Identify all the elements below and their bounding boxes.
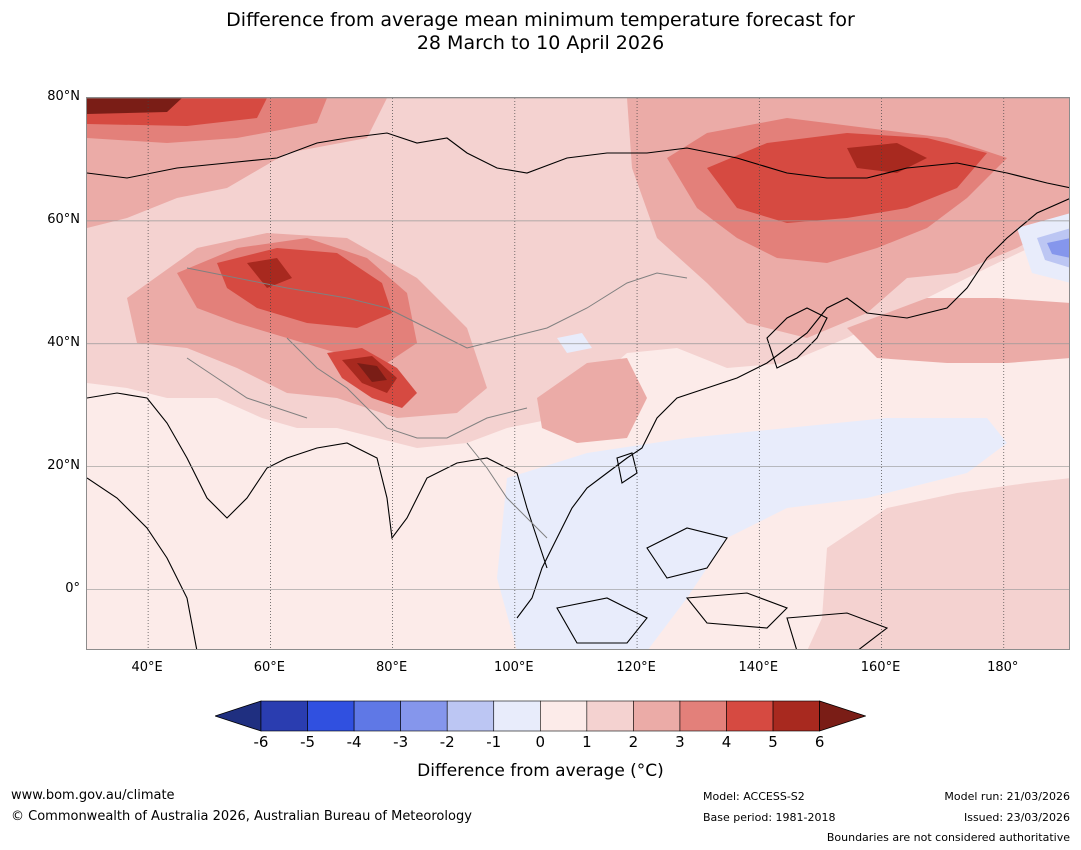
- colorbar-swatch: [586, 700, 634, 732]
- title-line-1: Difference from average mean minimum tem…: [226, 9, 855, 31]
- anomaly-region-2-3-china: [537, 358, 647, 443]
- colorbar-tick-label: 6: [814, 733, 825, 751]
- anomaly-region-2-3-pacific: [847, 298, 1069, 363]
- anomaly-region-minus3-minus2-far-east: [1047, 238, 1069, 258]
- colorbar-tick-label: 4: [721, 733, 732, 751]
- anomaly-region-5-6-east: [847, 143, 927, 173]
- graticule: [87, 98, 1069, 649]
- model-name: Model: ACCESS-S2: [703, 790, 805, 803]
- colorbar-tick-label: -4: [346, 733, 362, 751]
- colorbar-swatch: [493, 700, 541, 732]
- colorbar-tick-label: -1: [486, 733, 502, 751]
- anomaly-region-above-6-nw: [87, 98, 182, 114]
- colorbar-tick-label: 1: [582, 733, 592, 751]
- lon-tick-label: 140°E: [738, 660, 779, 675]
- lon-tick-label: 60°E: [253, 660, 285, 675]
- colorbar-tick-label: 3: [675, 733, 685, 751]
- colorbar-tick-label: -3: [393, 733, 409, 751]
- model-run: Model run: 21/03/2026: [944, 790, 1070, 803]
- lat-tick-label: 80°N: [47, 89, 80, 104]
- anomaly-region-5-6-central: [247, 258, 292, 288]
- colorbar-swatch: [772, 700, 820, 732]
- lat-tick-label: 20°N: [47, 457, 80, 473]
- colorbar-swatch: [633, 700, 681, 732]
- colorbar-tick-label: -6: [253, 733, 269, 751]
- colorbar-swatch: [260, 700, 308, 732]
- anomaly-region-1-2-pacific: [807, 478, 1069, 649]
- country-borders: [186, 267, 688, 539]
- colorbar-swatch: [400, 700, 448, 732]
- colorbar-low-extension: [215, 700, 262, 732]
- lon-tick-label: 160°E: [860, 660, 901, 675]
- coastlines: [87, 132, 1069, 649]
- colorbar-swatch: [446, 700, 495, 732]
- boundaries-disclaimer: Boundaries are not considered authoritat…: [826, 831, 1070, 844]
- map-canvas: [87, 98, 1069, 649]
- lat-tick-label: 0°: [65, 580, 80, 596]
- colorbar-tick-label: -2: [439, 733, 455, 751]
- base-period: Base period: 1981-2018: [703, 811, 836, 824]
- colorbar-label: Difference from average (°C): [417, 761, 664, 781]
- bom-url[interactable]: www.bom.gov.au/climate: [11, 788, 175, 803]
- lat-tick-label: 40°N: [47, 334, 80, 350]
- anomaly-region-minus1-0-china: [557, 333, 592, 353]
- anomaly-region-above-6-tibet: [357, 363, 387, 382]
- colorbar-tick-label: 2: [628, 733, 639, 751]
- colorbar-swatch: [679, 700, 727, 732]
- lon-tick-label: 180°: [987, 660, 1019, 675]
- forecast-map[interactable]: [86, 97, 1070, 650]
- colorbar-swatch: [307, 700, 355, 732]
- colorbar: [215, 700, 866, 732]
- lon-tick-label: 100°E: [494, 660, 534, 675]
- colorbar-swatch: [353, 700, 401, 732]
- chart-title: Difference from average mean minimum tem…: [0, 9, 1081, 55]
- colorbar-high-extension: [819, 700, 866, 732]
- colorbar-tick-label: -5: [300, 733, 316, 751]
- lat-tick-label: 60°N: [47, 211, 80, 227]
- colorbar-swatch: [726, 700, 774, 732]
- colorbar-tick-label: 5: [768, 733, 778, 751]
- title-line-2: 28 March to 10 April 2026: [416, 32, 665, 54]
- lon-tick-label: 80°E: [375, 660, 408, 675]
- anomaly-region-minus1-0-tropics: [497, 418, 1007, 649]
- issued-date: Issued: 23/03/2026: [963, 811, 1070, 824]
- lon-tick-label: 120°E: [616, 660, 656, 675]
- colorbar-tick-label: 0: [535, 733, 546, 751]
- copyright: © Commonwealth of Australia 2026, Austra…: [11, 809, 472, 824]
- colorbar-swatch: [539, 700, 588, 732]
- lon-tick-label: 40°E: [131, 660, 163, 675]
